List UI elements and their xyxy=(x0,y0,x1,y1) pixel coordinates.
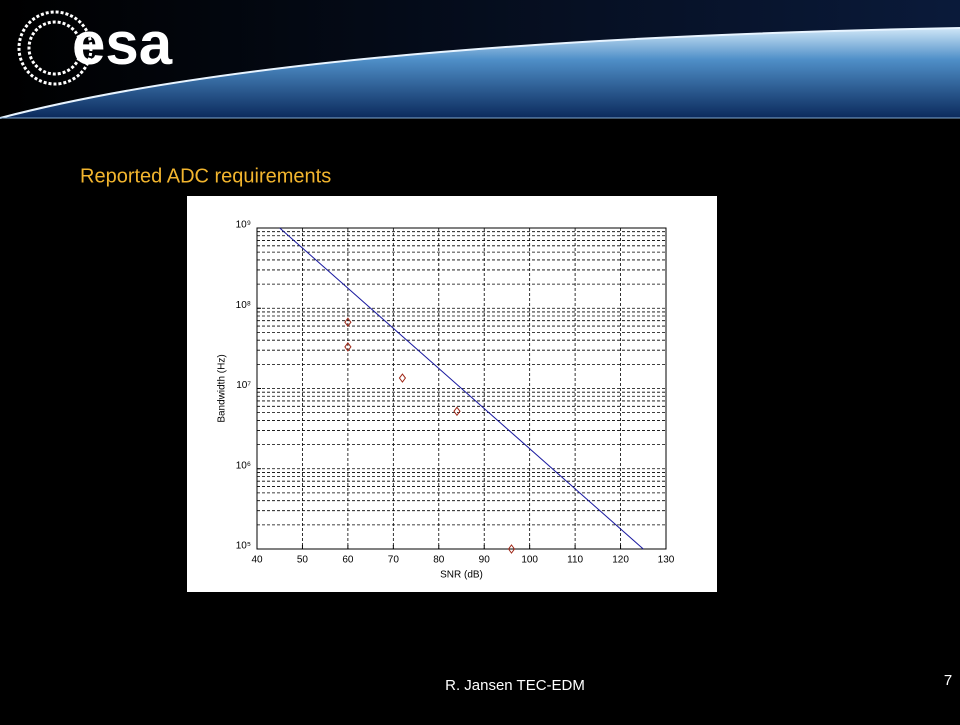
slide-title: Reported ADC requirements xyxy=(80,165,331,187)
line xyxy=(279,227,644,550)
y-tick-label: 10⁵ xyxy=(236,541,251,552)
page-number: 7 xyxy=(944,672,952,689)
chart-background xyxy=(187,196,717,592)
y-tick-label: 10⁶ xyxy=(236,460,251,471)
marker xyxy=(453,406,461,417)
x-tick-label: 120 xyxy=(612,555,629,566)
marker xyxy=(344,317,352,328)
y-tick-label: 10⁸ xyxy=(236,300,251,311)
marker xyxy=(344,342,352,352)
x-tick-label: 90 xyxy=(479,555,491,566)
footer-author: R. Jansen TEC-EDM xyxy=(445,677,585,694)
logo: esa xyxy=(72,10,173,77)
header-banner: esa xyxy=(0,0,960,119)
plot: 40 50 60 70 80 90 100 110 120 130 10⁵ 10⁶ 10⁷ 10⁸ 10⁹ S… xyxy=(217,220,675,581)
x-axis-label: SNR (dB) xyxy=(440,570,483,581)
x-tick-label: 60 xyxy=(342,555,354,566)
x-tick-label: 40 xyxy=(251,555,263,566)
x-tick-label: 110 xyxy=(567,555,583,566)
x-tick-label: 100 xyxy=(521,555,538,566)
x-tick-label: 50 xyxy=(297,555,309,566)
plot-frame xyxy=(256,227,667,550)
marker xyxy=(507,544,516,554)
x-tick-label: 130 xyxy=(658,555,675,566)
y-tick-label: 10⁷ xyxy=(236,380,251,391)
y-axis-label: Bandwidth (Hz) xyxy=(217,354,228,422)
x-tick-label: 80 xyxy=(433,555,445,566)
y-tick-label: 10⁹ xyxy=(236,220,251,231)
x-tick-label: 70 xyxy=(388,555,400,566)
marker xyxy=(398,373,407,383)
